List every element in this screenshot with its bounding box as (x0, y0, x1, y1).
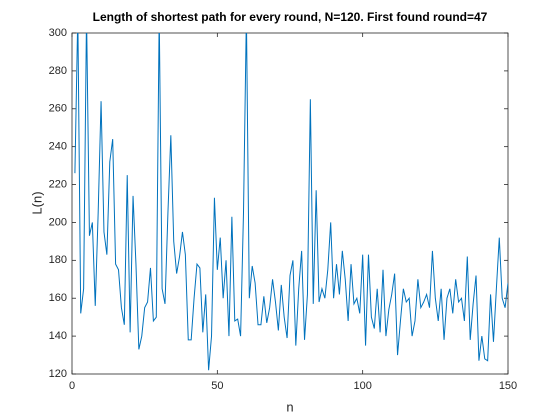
y-tick-label: 140 (49, 330, 67, 342)
chart-title: Length of shortest path for every round,… (93, 10, 488, 24)
x-tick-label: 0 (69, 380, 75, 392)
x-tick-label: 50 (211, 380, 223, 392)
y-tick-label: 240 (49, 141, 67, 153)
data-line (74, 33, 508, 371)
y-tick-label: 180 (49, 254, 67, 266)
y-tick-label: 260 (49, 103, 67, 115)
y-tick-label: 200 (49, 216, 67, 228)
y-tick-label: 160 (49, 292, 67, 304)
x-axis-label: n (286, 399, 293, 414)
y-tick-label: 220 (49, 178, 67, 190)
y-axis-label: L(n) (29, 191, 44, 214)
y-tick-label: 300 (49, 27, 67, 39)
y-tick-label: 280 (49, 65, 67, 77)
axes-box (71, 32, 509, 375)
x-tick-label: 100 (353, 380, 371, 392)
y-tick-label: 120 (49, 368, 67, 380)
x-tick-label: 150 (499, 380, 517, 392)
